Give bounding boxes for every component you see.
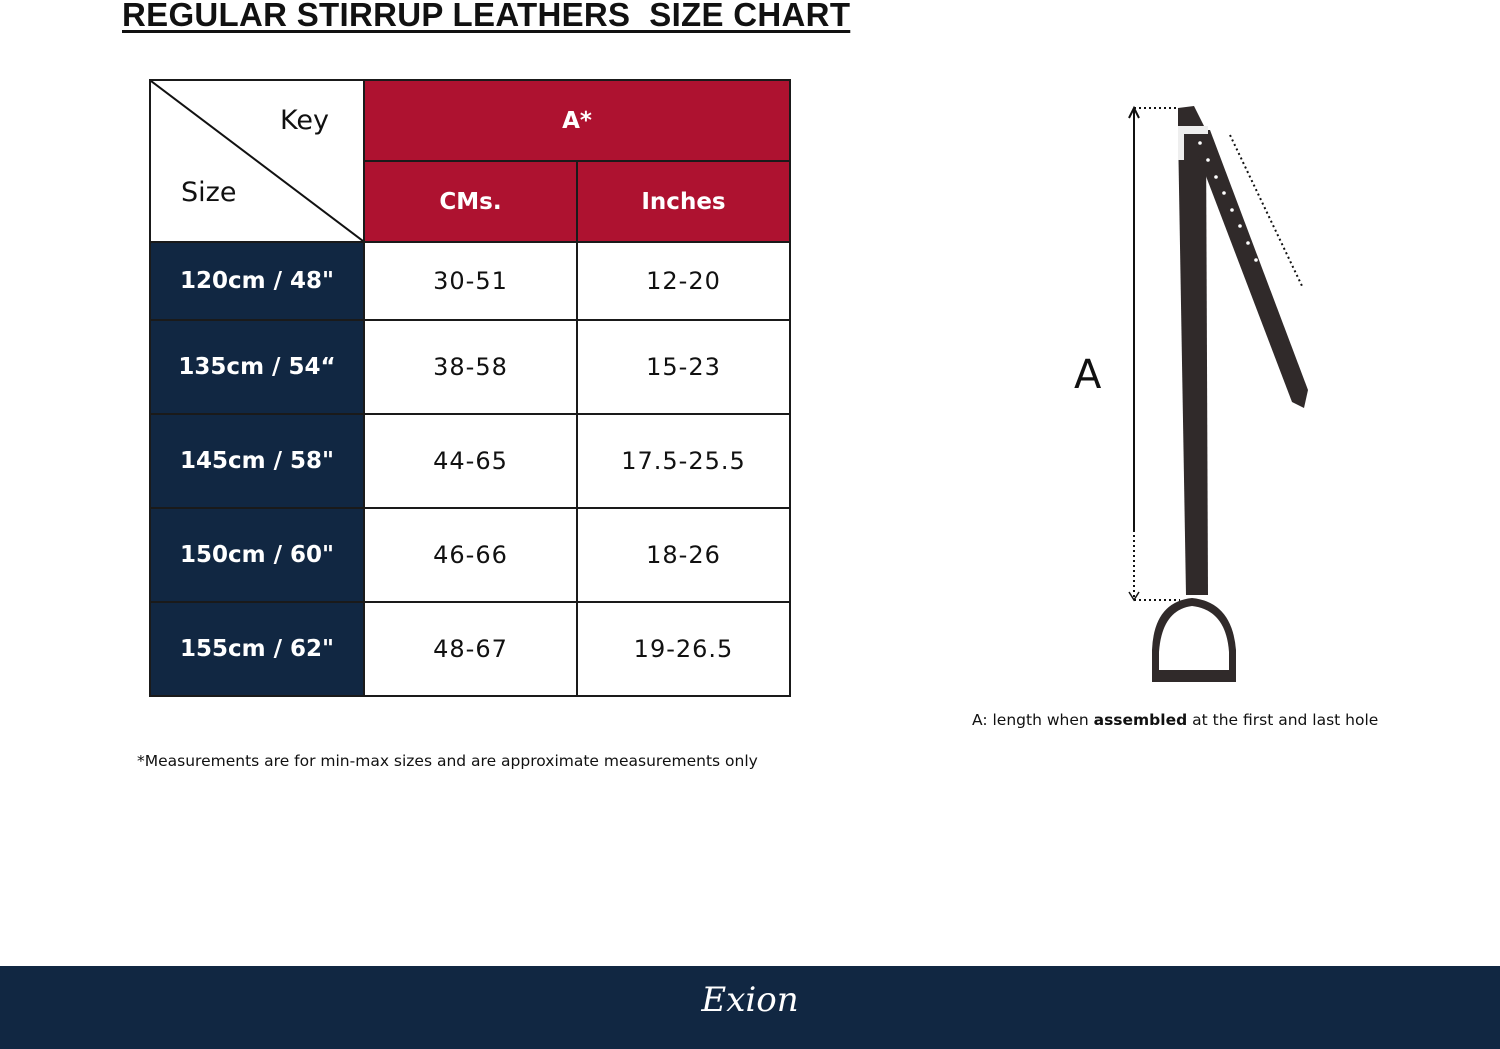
key-label: Key (280, 105, 329, 136)
buckle-icon (1178, 126, 1208, 134)
caption-bold-text: assembled (1093, 711, 1188, 729)
inches-cell: 12-20 (576, 241, 791, 321)
size-label: Size (181, 177, 237, 208)
dimension-label-a: A (1074, 352, 1102, 398)
cms-cell: 38-58 (363, 319, 578, 415)
table-row: 120cm / 48" 30-51 12-20 (149, 241, 791, 321)
key-size-corner-cell: Key Size (149, 79, 365, 243)
table-row: 135cm / 54“ 38-58 15-23 (149, 319, 791, 415)
diagonal-divider (151, 81, 363, 241)
size-cell: 150cm / 60" (149, 507, 365, 603)
cms-cell: 30-51 (363, 241, 578, 321)
group-header-a: A* (363, 79, 791, 162)
illustration-caption: A: length when assembled at the first an… (972, 711, 1378, 729)
cms-cell: 44-65 (363, 413, 578, 509)
size-chart-table: Key Size A* CMs. Inches 120cm / 48" 30-5… (149, 79, 791, 697)
cms-cell: 46-66 (363, 507, 578, 603)
caption-text: A: length when (972, 711, 1094, 729)
table-row: 150cm / 60" 46-66 18-26 (149, 507, 791, 603)
leather-strap (1178, 106, 1308, 595)
footer-bar: Exion (0, 966, 1500, 1049)
measurement-note: *Measurements are for min-max sizes and … (137, 752, 758, 770)
brand-logo: Exion (701, 980, 799, 1020)
table-row: 145cm / 58" 44-65 17.5-25.5 (149, 413, 791, 509)
page-title: REGULAR STIRRUP LEATHERS SIZE CHART (122, 0, 851, 33)
strap-holes (1198, 141, 1258, 262)
size-cell: 120cm / 48" (149, 241, 365, 321)
size-cell: 145cm / 58" (149, 413, 365, 509)
measurement-arrow (1128, 105, 1180, 602)
column-header-inches: Inches (576, 160, 791, 243)
stirrup-iron (1152, 598, 1236, 682)
size-cell: 135cm / 54“ (149, 319, 365, 415)
size-cell: 155cm / 62" (149, 601, 365, 697)
cms-cell: 48-67 (363, 601, 578, 697)
inches-cell: 18-26 (576, 507, 791, 603)
table-row: 155cm / 62" 48-67 19-26.5 (149, 601, 791, 697)
caption-text-end: at the first and last hole (1187, 711, 1379, 729)
stirrup-leather-illustration: A (1074, 105, 1308, 682)
column-header-cms: CMs. (363, 160, 578, 243)
inches-cell: 15-23 (576, 319, 791, 415)
inches-cell: 19-26.5 (576, 601, 791, 697)
inches-cell: 17.5-25.5 (576, 413, 791, 509)
